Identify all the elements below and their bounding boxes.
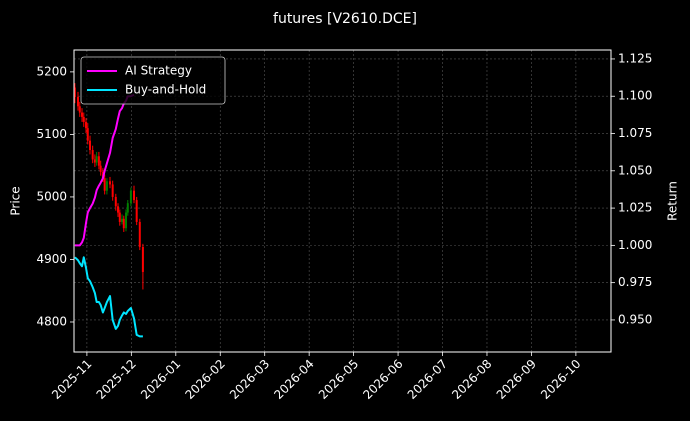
x-tick-label: 2026-04 [271,357,316,402]
candle-body [78,106,81,113]
y2-tick-label: 1.075 [618,126,652,140]
candle-body [97,156,100,166]
candle-body [93,159,96,163]
candle-body [118,212,121,222]
x-tick-label: 2026-02 [182,357,227,402]
candle-body [85,121,88,129]
y2-tick-label: 0.975 [618,275,652,289]
x-tick-label: 2026-09 [494,357,539,402]
candle-body [121,218,124,222]
candle-body [86,128,89,141]
candle-body [103,178,106,191]
y-axis-label: Price [9,186,23,215]
series-line [74,93,135,247]
y-tick-label: 5200 [36,64,67,78]
candle-body [114,196,117,207]
x-tick-label: 2026-10 [538,357,583,402]
candle-body [89,140,92,151]
x-tick-label: 2026-01 [138,357,183,402]
chart-title: futures [V2610.DCE] [273,11,417,27]
candle-body [133,190,136,201]
candle-body [109,181,112,185]
y2-axis-label: Return [666,181,680,221]
y2-tick-label: 1.050 [618,163,652,177]
y2-tick-label: 1.000 [618,238,652,252]
y-tick-label: 5000 [36,189,67,203]
legend-label: AI Strategy [125,64,192,78]
candle-body [105,181,108,191]
x-tick-label: 2026-05 [316,357,361,402]
candle-body [95,156,98,163]
x-tick-label: 2025-11 [49,357,94,402]
x-tick-label: 2026-06 [360,357,405,402]
candle-body [73,87,76,97]
candle-body [77,96,80,107]
candle-body [81,112,84,117]
candle-body [135,200,138,222]
candle-body [129,190,132,204]
candle-body [117,206,120,213]
candle-body [141,246,144,272]
y2-tick-label: 1.100 [618,89,652,103]
y2-tick-label: 1.125 [618,51,652,65]
plot-frame [73,49,612,353]
candle-body [122,218,125,229]
candle-body [99,165,102,172]
x-tick-label: 2026-03 [227,357,272,402]
candle-body [125,212,128,229]
y-tick-label: 4800 [36,314,67,328]
candle-body [82,116,85,122]
candle-body [111,184,114,197]
legend-label: Buy-and-Hold [125,83,206,97]
x-tick-label: 2026-08 [449,357,494,402]
x-tick-label: 2025-12 [94,357,139,402]
y-tick-label: 5100 [36,127,67,141]
legend-box [80,56,226,105]
candle-body [91,150,94,160]
x-tick-label: 2026-07 [405,357,450,402]
candle-body [138,221,141,247]
y2-tick-label: 0.950 [618,312,652,326]
candle-body [126,203,129,213]
series-line [74,256,143,338]
y2-tick-label: 1.025 [618,201,652,215]
y-tick-label: 4900 [36,252,67,266]
